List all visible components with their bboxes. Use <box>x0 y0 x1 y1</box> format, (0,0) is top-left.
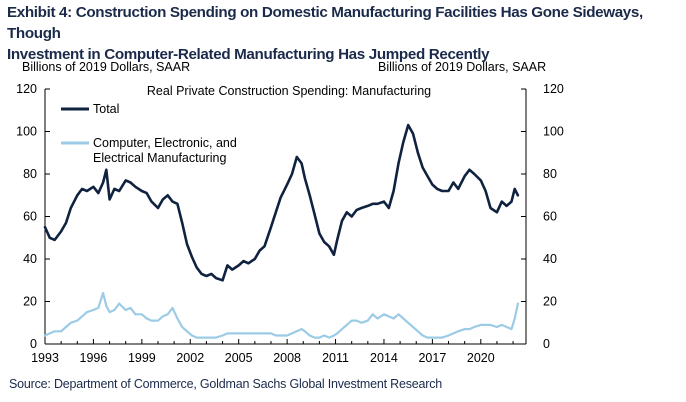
legend-label-computer-line2: Electrical Manufacturing <box>93 151 226 165</box>
y-tick-label-right: 60 <box>543 210 557 224</box>
y-tick-label-right: 0 <box>543 337 550 351</box>
y-tick-label-left: 120 <box>16 82 37 96</box>
source-note: Source: Department of Commerce, Goldman … <box>9 377 443 391</box>
y-tick-label-left: 20 <box>23 295 37 309</box>
chart-title: Exhibit 4: Construction Spending on Dome… <box>7 2 682 65</box>
plot-title: Real Private Construction Spending: Manu… <box>147 84 431 98</box>
legend-label-computer-line1: Computer, Electronic, and <box>93 136 237 150</box>
x-tick-label: 2002 <box>176 351 204 365</box>
legend-label-computer: Computer, Electronic, and Electrical Manu… <box>93 136 237 165</box>
left-axis-unit: Billions of 2019 Dollars, SAAR <box>22 60 191 74</box>
y-tick-label-right: 80 <box>543 167 557 181</box>
y-tick-label-right: 120 <box>543 82 564 96</box>
x-tick-label: 2014 <box>370 351 398 365</box>
series-layer <box>43 123 520 339</box>
x-tick-label: 1996 <box>80 351 108 365</box>
y-tick-label-right: 20 <box>543 295 557 309</box>
series-computer-line <box>43 291 520 339</box>
series-total-line <box>43 123 520 282</box>
title-line-1: Exhibit 4: Construction Spending on Dome… <box>7 4 643 42</box>
y-tick-label-left: 60 <box>23 210 37 224</box>
x-tick-label: 2020 <box>467 351 495 365</box>
legend-label-total: Total <box>93 102 119 116</box>
x-tick-label: 2005 <box>225 351 253 365</box>
y-tick-label-left: 0 <box>30 337 37 351</box>
y-tick-label-right: 40 <box>543 252 557 266</box>
x-tick-label: 2011 <box>322 351 349 365</box>
title-line-2: Investment in Computer-Related Manufactu… <box>7 46 490 63</box>
legend: Total Computer, Electronic, and Electrica… <box>61 102 237 165</box>
y-tick-label-left: 100 <box>16 125 37 139</box>
x-tick-label: 2008 <box>273 351 301 365</box>
x-tick-label: 2017 <box>418 351 446 365</box>
x-tick-label: 1993 <box>31 351 59 365</box>
x-tick-label: 1999 <box>128 351 156 365</box>
y-tick-label-right: 100 <box>543 125 564 139</box>
y-tick-label-left: 80 <box>23 167 37 181</box>
right-axis-unit: Billions of 2019 Dollars, SAAR <box>378 60 547 74</box>
y-tick-label-left: 40 <box>23 252 37 266</box>
